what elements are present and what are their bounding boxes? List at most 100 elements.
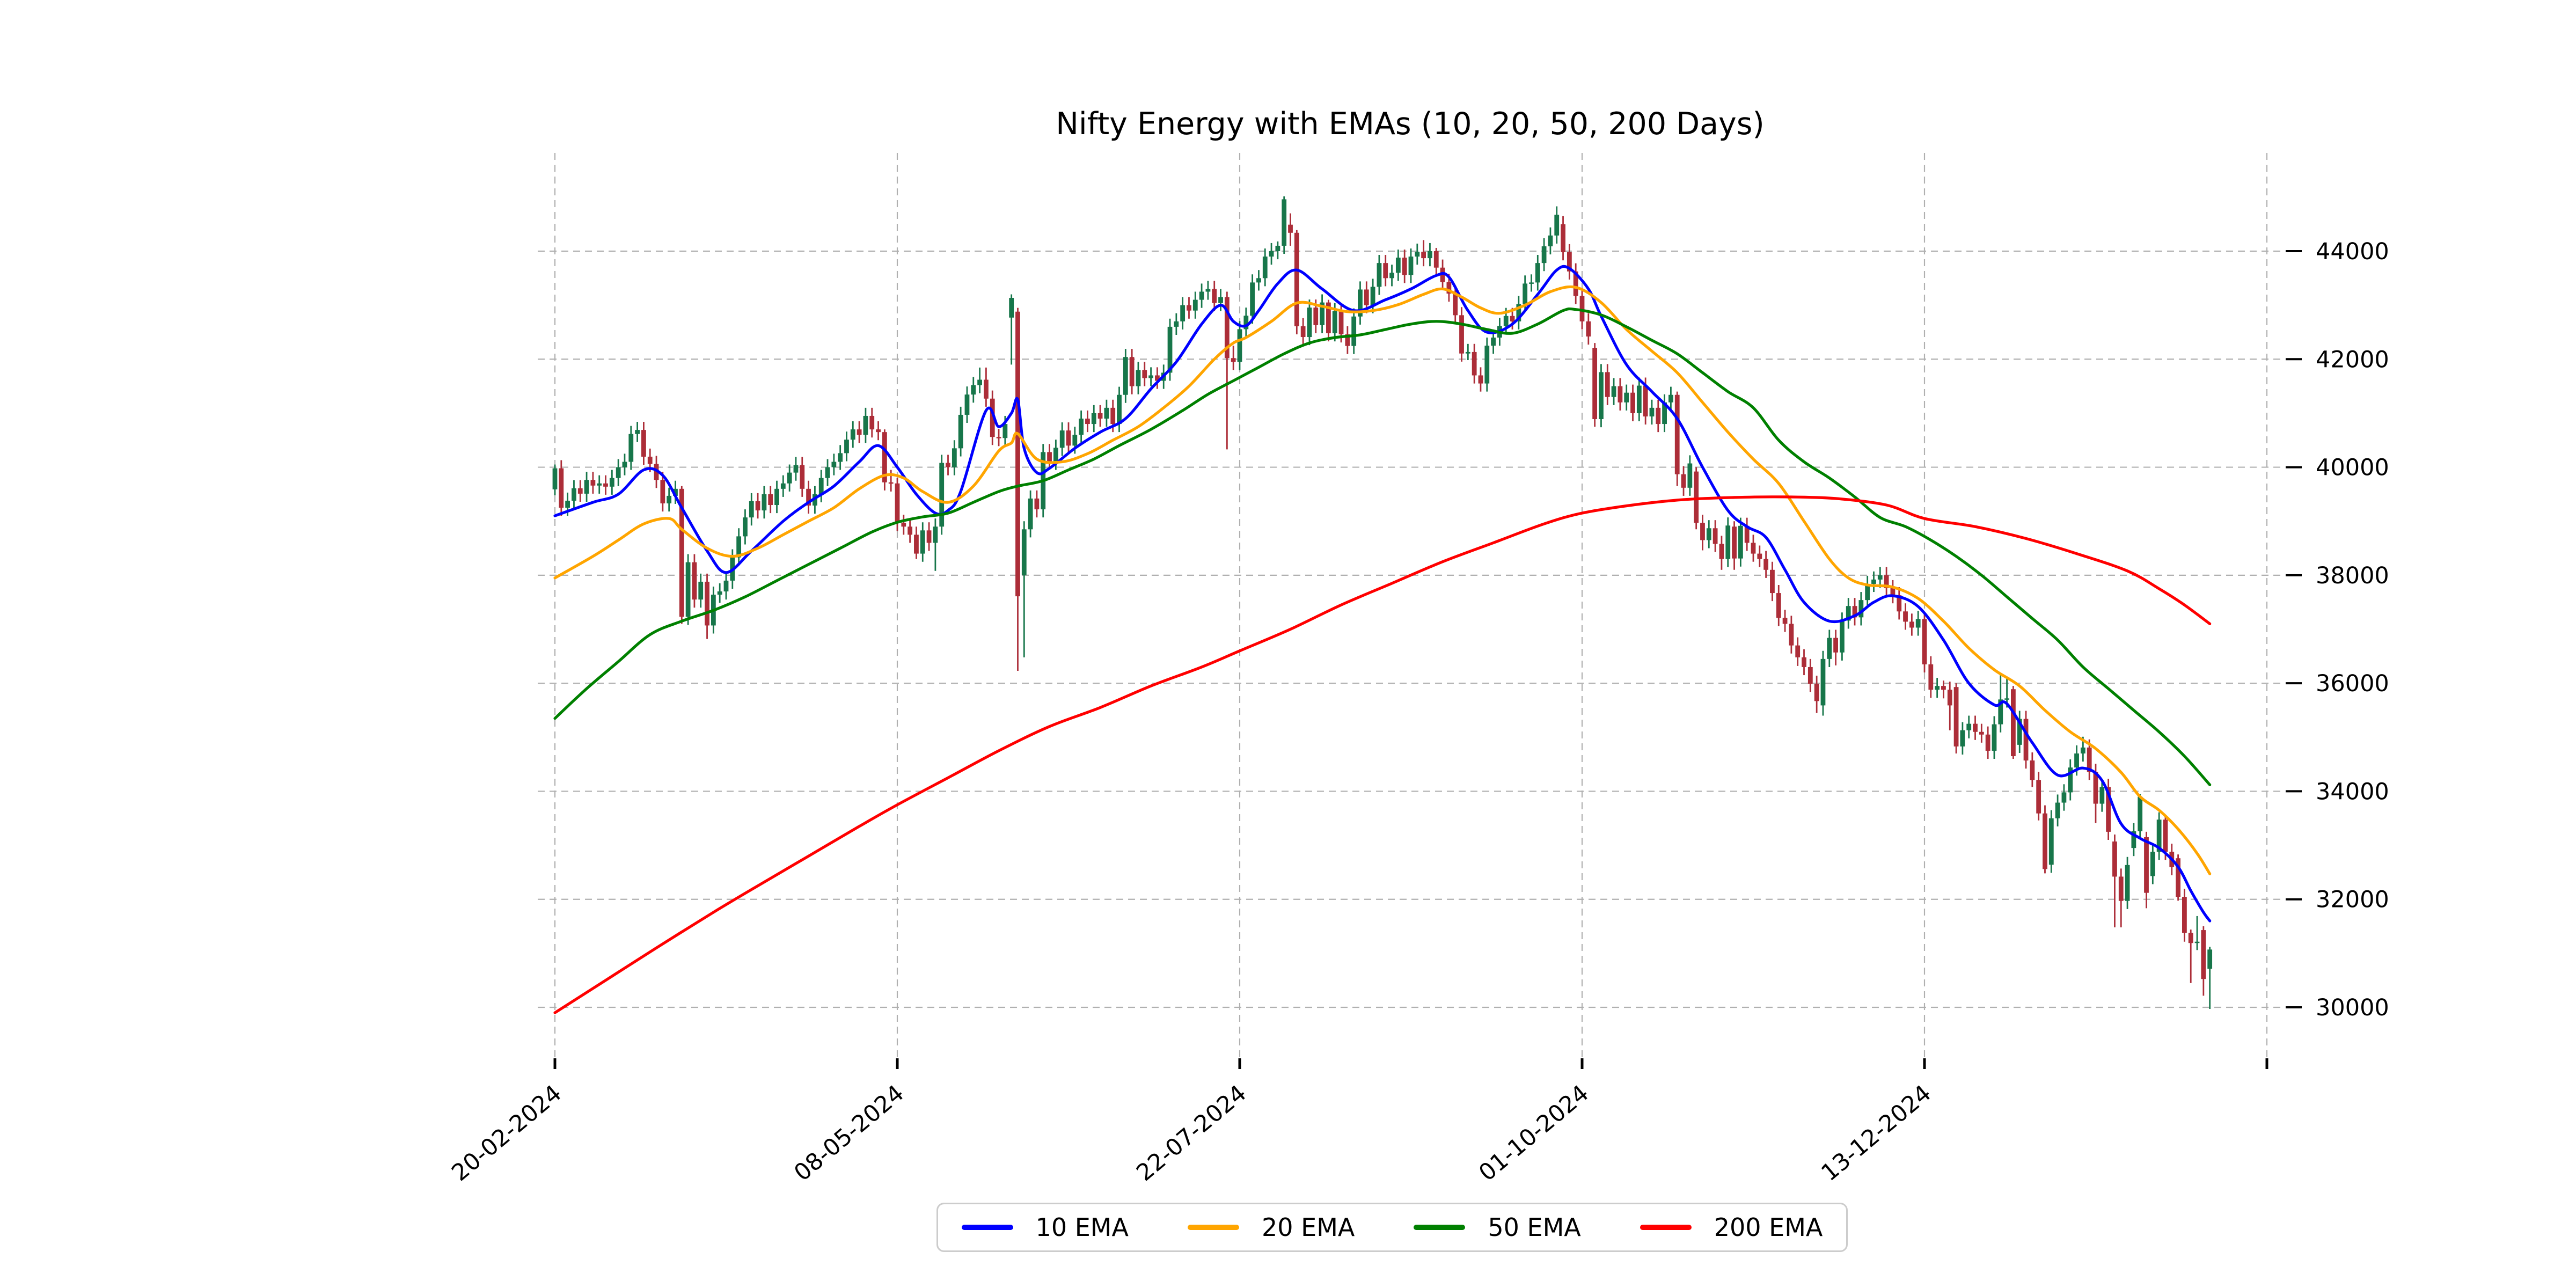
candle-body	[1395, 258, 1401, 273]
candle-body	[1015, 311, 1020, 597]
candle-body	[572, 488, 576, 501]
candle-body	[2207, 949, 2213, 969]
candle-body	[1802, 657, 1806, 667]
x-tick-label: 22-07-2024	[1131, 1080, 1252, 1187]
candle-body	[2036, 780, 2041, 814]
ema-line-20-ema	[553, 285, 2212, 875]
candle-body	[926, 530, 932, 543]
candle-body	[673, 488, 678, 496]
candle-body	[869, 415, 875, 430]
candle-body	[1237, 329, 1242, 362]
candle-body	[800, 465, 805, 489]
candle-body	[1953, 687, 1959, 747]
candle-body	[1192, 299, 1198, 311]
candle-body	[838, 453, 843, 462]
candle-body	[857, 429, 862, 435]
candle-body	[1840, 620, 1845, 653]
candle-body	[1674, 394, 1680, 474]
candle-body	[818, 478, 824, 494]
candle-body	[1294, 232, 1299, 326]
candle-body	[920, 530, 925, 554]
candle-body	[768, 494, 773, 506]
candle-body	[1529, 282, 1534, 284]
candle-body	[2017, 719, 2022, 745]
candle-body	[692, 562, 697, 600]
candle-body	[1491, 338, 1496, 346]
candle-body	[1960, 730, 1965, 747]
legend-label: 200 EMA	[1714, 1213, 1823, 1242]
candle-body	[787, 472, 792, 484]
candle-body	[1782, 618, 1788, 624]
candle-body	[1877, 575, 1883, 580]
candle-body	[1250, 282, 1255, 316]
candle-body	[1770, 569, 1775, 594]
candle-body	[901, 523, 906, 527]
candle-body	[685, 562, 691, 617]
candle-body	[1586, 321, 1591, 337]
candle-body	[1218, 297, 1223, 303]
candle-body	[996, 437, 1001, 438]
candle-body	[1681, 474, 1686, 488]
candle-body	[990, 398, 995, 437]
candle-body	[1002, 424, 1008, 438]
candle-body	[1567, 252, 1572, 272]
candle-body	[1484, 346, 1490, 384]
candle-body	[1275, 245, 1280, 251]
candle-body	[1903, 611, 1908, 622]
candle-body	[1174, 321, 1179, 327]
candle-body	[939, 463, 945, 527]
candle-body	[1402, 258, 1407, 275]
candle-body	[1231, 358, 1236, 362]
candle-body	[1636, 385, 1642, 413]
candle-body	[1288, 224, 1293, 233]
candle-body	[2131, 831, 2136, 848]
candle-body	[2201, 930, 2206, 979]
candle-body	[1865, 583, 1870, 601]
candle-body	[1117, 394, 1122, 425]
candle-body	[1548, 235, 1553, 246]
candle-body	[1700, 523, 1705, 540]
candle-body	[2030, 760, 2035, 780]
candle-body	[1332, 311, 1337, 333]
candle-body	[1148, 375, 1153, 378]
candle-body	[863, 415, 868, 435]
candle-body	[780, 483, 786, 489]
candle-body	[831, 462, 837, 467]
candle-body	[971, 385, 976, 395]
candle-body	[1243, 316, 1249, 330]
candle-body	[1624, 392, 1629, 402]
candle-body	[654, 464, 659, 480]
candle-body	[2004, 698, 2009, 700]
candle-body	[1085, 418, 1090, 425]
candle-body	[1338, 311, 1344, 334]
y-tick-label: 44000	[2316, 238, 2389, 265]
candle-body	[844, 440, 849, 453]
candle-body	[2176, 858, 2180, 897]
legend-item-10-ema: 10 EMA	[961, 1213, 1129, 1242]
candle-body	[2194, 941, 2200, 943]
candle-body	[1320, 302, 1324, 325]
candle-body	[1155, 375, 1160, 381]
candle-body	[1187, 305, 1191, 311]
candle-body	[895, 483, 900, 523]
candle-body	[793, 465, 799, 473]
candle-body	[2144, 837, 2149, 893]
candle-body	[1510, 316, 1515, 321]
x-axis: 20-02-2024 08-05-2024 22-07-2024 01-10-2024…	[447, 1058, 2268, 1187]
candle-body	[977, 379, 982, 385]
candle-body	[1167, 326, 1173, 373]
candle-body	[1871, 579, 1876, 584]
candle-body	[1428, 251, 1432, 259]
candle-body	[723, 580, 729, 592]
candle-body	[1827, 638, 1832, 659]
candle-body	[1224, 297, 1230, 358]
candle-body	[1561, 224, 1565, 253]
candle-body	[1611, 386, 1616, 397]
candle-body	[609, 478, 614, 487]
legend-label: 10 EMA	[1035, 1213, 1129, 1242]
candle-body	[1757, 553, 1762, 559]
candle-body	[1706, 528, 1711, 540]
candle-body	[1123, 357, 1128, 395]
